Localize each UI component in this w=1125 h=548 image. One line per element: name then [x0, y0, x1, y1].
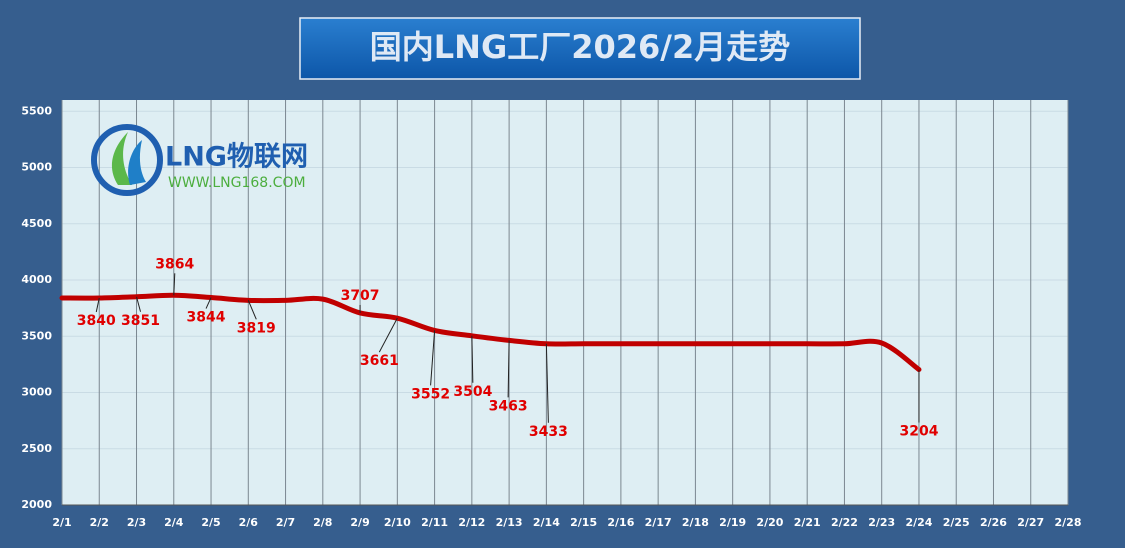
data-label: 3707 [341, 288, 380, 304]
x-tick-label: 2/21 [794, 516, 821, 529]
chart-title: 国内LNG工厂2026/2月走势 [370, 28, 790, 66]
y-tick-label: 4500 [21, 217, 52, 230]
x-tick-label: 2/14 [533, 516, 560, 529]
y-tick-label: 2500 [21, 442, 52, 455]
leader-line [378, 317, 398, 353]
logo-name: LNG物联网 [165, 142, 308, 173]
x-tick-label: 2/20 [756, 516, 783, 529]
logo-leaf [128, 140, 146, 185]
leader-line [136, 296, 142, 312]
y-tick-label: 5000 [21, 161, 52, 174]
leader-line [95, 297, 100, 313]
data-label: 3819 [237, 320, 276, 336]
x-tick-label: 2/19 [719, 516, 746, 529]
y-tick-label: 5500 [21, 104, 52, 117]
x-tick-label: 2/5 [201, 516, 220, 529]
data-label: 3661 [360, 353, 399, 369]
leader-line [545, 343, 549, 423]
marks: 3840 3851 3864 3844 3819 3707 3661 3552 35043463… [59, 256, 939, 440]
x-tick-label: 2/11 [421, 516, 448, 529]
data-label: 3463 [489, 398, 528, 414]
x-tick-label: 2/10 [384, 516, 411, 529]
logo-ring [91, 124, 163, 196]
data-label: 3864 [155, 256, 194, 272]
data-label: 3433 [529, 424, 568, 440]
x-tick-label: 2/22 [831, 516, 858, 529]
x-tick-label: 2/12 [458, 516, 485, 529]
x-tick-label: 2/7 [276, 516, 295, 529]
leader-line [507, 340, 510, 398]
x-tick-label: 2/17 [645, 516, 672, 529]
series-line [59, 292, 922, 373]
x-tick-label: 2/28 [1055, 516, 1082, 529]
logo-leaf [111, 132, 132, 185]
x-tick-label: 2/23 [868, 516, 895, 529]
x-tick-label: 2/1 [52, 516, 71, 529]
x-tick-label: 2/3 [127, 516, 146, 529]
leader-line [430, 330, 436, 386]
data-label: 3504 [453, 384, 492, 400]
x-tick-label: 2/18 [682, 516, 709, 529]
data-label: 3204 [899, 424, 938, 440]
y-tick-label: 4000 [21, 273, 52, 286]
y-tick-label: 3000 [21, 386, 52, 399]
logo: LNG物联网 WWW.LNG168.COM [91, 124, 308, 196]
x-tick-label: 2/24 [905, 516, 932, 529]
leader-line [205, 297, 212, 309]
y-tick-label: 3500 [21, 329, 52, 342]
leader-line [247, 300, 257, 320]
x-tick-label: 2/8 [313, 516, 332, 529]
leader-line [471, 335, 474, 383]
data-label: 3552 [411, 386, 450, 402]
title-box [299, 17, 861, 80]
x-tick-label: 2/9 [350, 516, 369, 529]
x-tick-label: 2/2 [90, 516, 109, 529]
x-tick-label: 2/25 [943, 516, 970, 529]
x-tick-label: 2/26 [980, 516, 1007, 529]
y-tick-label: 2000 [21, 498, 52, 511]
x-tick-label: 2/16 [607, 516, 634, 529]
data-label: 3844 [187, 310, 226, 326]
data-label: 3851 [121, 313, 160, 329]
leader-line [173, 273, 176, 296]
x-tick-label: 2/27 [1017, 516, 1044, 529]
data-label: 3840 [77, 313, 116, 329]
x-tick-label: 2/15 [570, 516, 597, 529]
x-tick-label: 2/13 [496, 516, 523, 529]
x-tick-label: 2/4 [164, 516, 184, 529]
x-tick-label: 2/6 [239, 516, 259, 529]
logo-url: WWW.LNG168.COM [168, 175, 306, 191]
